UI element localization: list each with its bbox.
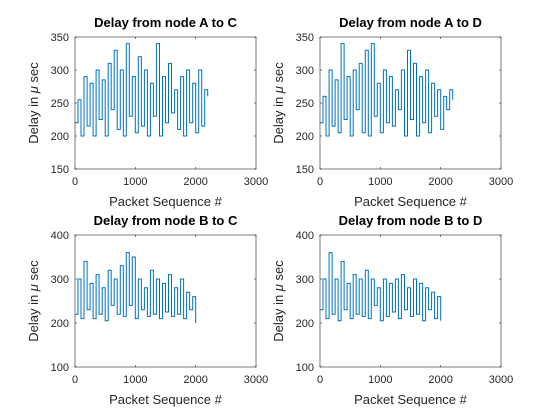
x-axis-label: Packet Sequence # xyxy=(354,392,468,407)
y-axis-label: Delay in μ sec xyxy=(271,260,286,342)
y-axis-label-mu: μ xyxy=(26,86,41,94)
x-axis-label: Packet Sequence # xyxy=(109,194,223,209)
x-tick-label: 1000 xyxy=(368,176,392,188)
y-tick-label: 300 xyxy=(51,65,69,77)
y-axis-label: Delay in μ sec xyxy=(26,260,41,342)
y-axis-label-prefix: Delay in xyxy=(271,93,286,144)
x-tick-label: 0 xyxy=(317,176,323,188)
y-axis-label-mu: μ xyxy=(271,86,286,94)
y-axis-label-prefix: Delay in xyxy=(26,93,41,144)
axes-box xyxy=(74,234,257,368)
x-tick-label: 0 xyxy=(72,374,78,386)
delay-series-line xyxy=(320,43,454,137)
y-tick-label: 150 xyxy=(51,164,69,176)
x-tick-label: 1000 xyxy=(123,374,147,386)
subplot-1: 0 1000 2000 3000 150 200 250 300 350 Delay from n… xyxy=(26,15,268,209)
plot-title: Delay from node B to C xyxy=(94,213,238,228)
y-tick-label: 400 xyxy=(51,230,69,242)
subplot-3: 0 1000 2000 3000 100 200 300 400 Delay from node… xyxy=(26,213,268,407)
plot-title: Delay from node A to C xyxy=(94,15,237,30)
x-tick-label: 2000 xyxy=(183,176,207,188)
x-tick-label: 2000 xyxy=(183,374,207,386)
x-tick-label: 0 xyxy=(72,176,78,188)
x-axis-label: Packet Sequence # xyxy=(354,194,468,209)
y-axis-label: Delay in μ sec xyxy=(26,62,41,144)
plot-title: Delay from node A to D xyxy=(339,15,482,30)
x-tick-label: 3000 xyxy=(244,176,268,188)
subplot-2: 0 1000 2000 3000 150 200 250 300 350 Delay from n… xyxy=(271,15,513,209)
y-tick-label: 350 xyxy=(296,32,314,44)
y-axis-label-prefix: Delay in xyxy=(26,291,41,342)
y-tick-label: 150 xyxy=(296,164,314,176)
y-tick-label: 400 xyxy=(296,230,314,242)
y-tick-label: 100 xyxy=(296,362,314,374)
x-tick-label: 1000 xyxy=(368,374,392,386)
subplot-4: 0 1000 2000 3000 100 200 300 400 Delay from node… xyxy=(271,213,513,407)
y-axis-label-suffix: sec xyxy=(26,62,41,86)
y-tick-label: 300 xyxy=(296,65,314,77)
y-tick-label: 350 xyxy=(51,32,69,44)
x-tick-label: 3000 xyxy=(489,374,513,386)
x-tick-label: 2000 xyxy=(428,374,452,386)
y-tick-label: 200 xyxy=(51,318,69,330)
axes-box xyxy=(319,234,502,368)
y-tick-label: 250 xyxy=(296,98,314,110)
delay-series-line xyxy=(75,43,209,137)
y-axis-label: Delay in μ sec xyxy=(271,62,286,144)
x-tick-label: 1000 xyxy=(123,176,147,188)
y-tick-label: 250 xyxy=(51,98,69,110)
delay-series-line xyxy=(75,252,197,323)
plot-title: Delay from node B to D xyxy=(339,213,483,228)
x-tick-label: 3000 xyxy=(244,374,268,386)
y-tick-label: 200 xyxy=(296,131,314,143)
y-axis-label-prefix: Delay in xyxy=(271,291,286,342)
x-tick-label: 2000 xyxy=(428,176,452,188)
x-tick-label: 3000 xyxy=(489,176,513,188)
x-axis-label: Packet Sequence # xyxy=(109,392,223,407)
y-tick-label: 300 xyxy=(296,274,314,286)
y-tick-label: 200 xyxy=(296,318,314,330)
y-axis-label-suffix: sec xyxy=(271,62,286,86)
y-tick-label: 300 xyxy=(51,274,69,286)
y-tick-label: 200 xyxy=(51,131,69,143)
y-axis-label-suffix: sec xyxy=(26,260,41,284)
x-tick-label: 0 xyxy=(317,374,323,386)
y-axis-label-mu: μ xyxy=(271,284,286,292)
delay-series-line xyxy=(320,252,442,322)
y-axis-label-suffix: sec xyxy=(271,260,286,284)
y-tick-label: 100 xyxy=(51,362,69,374)
y-axis-label-mu: μ xyxy=(26,284,41,292)
